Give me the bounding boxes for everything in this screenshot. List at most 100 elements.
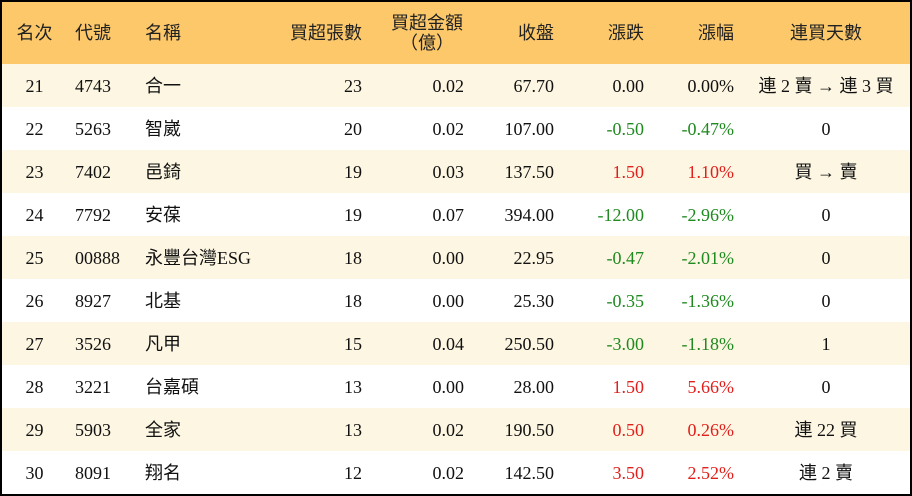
header-cell: 漲幅 <box>698 23 734 43</box>
table-cell: 3221 <box>75 376 111 397</box>
table-cell: 18 <box>344 290 362 311</box>
table-cell: 00888 <box>75 247 120 268</box>
header-cell: 漲跌 <box>608 23 644 43</box>
table-cell: 2.52% <box>687 462 735 483</box>
table-cell: 安葆 <box>145 204 181 225</box>
table-cell: 19 <box>344 161 362 182</box>
table-cell: 翔名 <box>145 462 181 483</box>
table-cell: 0.00 <box>432 376 465 397</box>
table-row: 21 4743 合一 23 0.02 67.70 0.00 0.00% 連 2 賣 → 連 3 … <box>2 64 910 107</box>
table-cell: 連 2 賣 <box>799 462 853 483</box>
header-cell: 名稱 <box>145 23 181 43</box>
table-cell: -0.47% <box>681 118 735 139</box>
table-cell: 智崴 <box>145 118 181 139</box>
table-cell: 邑錡 <box>145 161 181 182</box>
header-cell: 買超金額 （億） <box>370 13 472 53</box>
table-cell: 0.02 <box>432 118 465 139</box>
table-cell: 7792 <box>75 204 111 225</box>
table-cell: 4743 <box>75 75 111 96</box>
table-cell: 0.50 <box>612 419 645 440</box>
table-cell: -2.01% <box>681 247 735 268</box>
table-cell: 29 <box>25 419 44 440</box>
table-cell: 永豐台灣ESG <box>145 247 252 268</box>
table-row: 26 8927 北基 18 0.00 25.30 -0.35 -1.36% 0 <box>2 279 910 322</box>
table-cell: -2.96% <box>681 204 735 225</box>
table-cell: 190.50 <box>504 419 555 440</box>
table-row: 22 5263 智崴 20 0.02 107.00 -0.50 -0.47% 0 <box>2 107 910 150</box>
table-cell: 買 → 賣 <box>794 161 858 182</box>
table-cell: 394.00 <box>504 204 555 225</box>
table-cell: 凡甲 <box>145 333 181 354</box>
table-cell: 0.03 <box>432 161 465 182</box>
table-cell: 250.50 <box>504 333 555 354</box>
table-cell: 5.66% <box>687 376 735 397</box>
table-cell: 3.50 <box>612 462 645 483</box>
table-cell: 25.30 <box>513 290 555 311</box>
table-cell: 1.50 <box>612 376 645 397</box>
table-cell: 1.50 <box>612 161 645 182</box>
header-cell: 連買天數 <box>790 23 862 43</box>
table-cell: 1 <box>821 333 831 354</box>
table-row: 29 5903 全家 13 0.02 190.50 0.50 0.26% 連 22 買 <box>2 408 910 451</box>
table-cell: 8927 <box>75 290 111 311</box>
table-cell: 20 <box>344 118 362 139</box>
table-cell: 28.00 <box>513 376 555 397</box>
table-cell: 22.95 <box>513 247 555 268</box>
table-cell: -0.35 <box>606 290 645 311</box>
table-row: 30 8091 翔名 12 0.02 142.50 3.50 2.52% 連 2 賣 <box>2 451 910 494</box>
table-cell: 0.02 <box>432 75 465 96</box>
table-cell: 27 <box>25 333 44 354</box>
table-cell: 5263 <box>75 118 111 139</box>
table-cell: 13 <box>344 419 362 440</box>
table-cell: 連 22 買 <box>794 419 858 440</box>
table-cell: 0 <box>821 118 831 139</box>
table-cell: -0.50 <box>606 118 645 139</box>
table-cell: 26 <box>25 290 44 311</box>
table-cell: 0.00% <box>687 75 735 96</box>
table-cell: 0.02 <box>432 462 465 483</box>
table-cell: 30 <box>25 462 44 483</box>
header-cell: 收盤 <box>518 23 554 43</box>
table-cell: 22 <box>25 118 44 139</box>
table-cell: 0.26% <box>687 419 735 440</box>
table-cell: 0.00 <box>612 75 645 96</box>
table-cell: 107.00 <box>504 118 555 139</box>
table-cell: 0 <box>821 204 831 225</box>
table-cell: 0 <box>821 247 831 268</box>
table-row: 28 3221 台嘉碩 13 0.00 28.00 1.50 5.66% 0 <box>2 365 910 408</box>
table-cell: 0.00 <box>432 247 465 268</box>
table-row: 24 7792 安葆 19 0.07 394.00 -12.00 -2.96% 0 <box>2 193 910 236</box>
table-cell: 142.50 <box>504 462 555 483</box>
table-cell: 24 <box>25 204 44 225</box>
table-cell: 0.07 <box>432 204 465 225</box>
header-text: 買超金額 <box>391 13 463 33</box>
table-cell: 合一 <box>145 75 181 96</box>
table-cell: 67.70 <box>513 75 555 96</box>
table-cell: -1.18% <box>681 333 735 354</box>
table-cell: 21 <box>25 75 44 96</box>
table-cell: 0 <box>821 290 831 311</box>
table-cell: 台嘉碩 <box>145 376 199 397</box>
header-text: （億） <box>400 33 454 53</box>
table-cell: 23 <box>344 75 362 96</box>
table-cell: 0.04 <box>432 333 465 354</box>
table-cell: 8091 <box>75 462 111 483</box>
table-cell: 北基 <box>145 290 181 311</box>
table-cell: 12 <box>344 462 362 483</box>
table-row: 27 3526 凡甲 15 0.04 250.50 -3.00 -1.18% 1 <box>2 322 910 365</box>
table-row: 25 00888 永豐台灣ESG 18 0.00 22.95 -0.47 -2.01% 0 <box>2 236 910 279</box>
header-cell: 買超張數 <box>290 23 362 43</box>
header-row: 名次 代號 名稱 買超張數 買超金額 （億） 收盤 漲跌 漲幅 連買天數 <box>2 2 910 64</box>
table-cell: 0.00 <box>432 290 465 311</box>
table-cell: 1.10% <box>687 161 735 182</box>
table-cell: 13 <box>344 376 362 397</box>
table-cell: 0.02 <box>432 419 465 440</box>
table-row: 23 7402 邑錡 19 0.03 137.50 1.50 1.10% 買 → 賣 <box>2 150 910 193</box>
table-cell: 15 <box>344 333 362 354</box>
table-cell: -0.47 <box>606 247 645 268</box>
table-cell: 全家 <box>145 419 181 440</box>
table-cell: -3.00 <box>606 333 645 354</box>
table-cell: 5903 <box>75 419 111 440</box>
table-cell: 23 <box>25 161 44 182</box>
